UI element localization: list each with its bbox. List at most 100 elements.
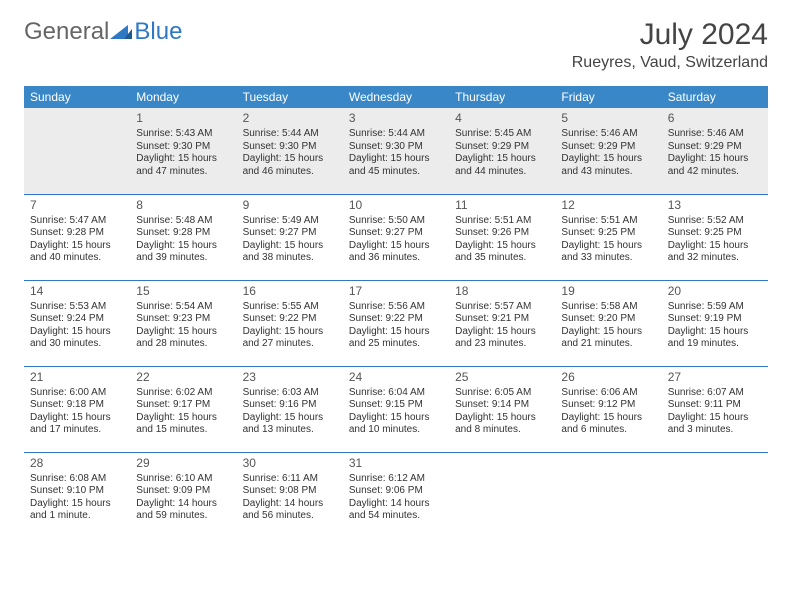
day-number: 18 — [455, 284, 549, 299]
calendar-day-cell: 22Sunrise: 6:02 AMSunset: 9:17 PMDayligh… — [130, 366, 236, 452]
calendar-week-row: 1Sunrise: 5:43 AMSunset: 9:30 PMDaylight… — [24, 108, 768, 194]
sunrise-text: Sunrise: 6:05 AM — [455, 387, 549, 400]
sunset-text: Sunset: 9:08 PM — [243, 485, 337, 498]
month-title: July 2024 — [572, 18, 768, 52]
sunset-text: Sunset: 9:12 PM — [561, 399, 655, 412]
weekday-header: Saturday — [662, 86, 768, 108]
sunset-text: Sunset: 9:20 PM — [561, 313, 655, 326]
daylight-text: Daylight: 15 hours and 25 minutes. — [349, 326, 443, 351]
daylight-text: Daylight: 15 hours and 6 minutes. — [561, 412, 655, 437]
sunset-text: Sunset: 9:24 PM — [30, 313, 124, 326]
daylight-text: Daylight: 15 hours and 15 minutes. — [136, 412, 230, 437]
daylight-text: Daylight: 15 hours and 13 minutes. — [243, 412, 337, 437]
daylight-text: Daylight: 15 hours and 38 minutes. — [243, 240, 337, 265]
sunset-text: Sunset: 9:30 PM — [243, 141, 337, 154]
calendar-day-cell — [449, 452, 555, 538]
sunrise-text: Sunrise: 6:07 AM — [668, 387, 762, 400]
sunset-text: Sunset: 9:17 PM — [136, 399, 230, 412]
day-number: 4 — [455, 111, 549, 126]
day-number: 31 — [349, 456, 443, 471]
calendar-day-cell: 15Sunrise: 5:54 AMSunset: 9:23 PMDayligh… — [130, 280, 236, 366]
daylight-text: Daylight: 15 hours and 42 minutes. — [668, 153, 762, 178]
sunset-text: Sunset: 9:23 PM — [136, 313, 230, 326]
calendar-day-cell: 11Sunrise: 5:51 AMSunset: 9:26 PMDayligh… — [449, 194, 555, 280]
calendar-day-cell: 21Sunrise: 6:00 AMSunset: 9:18 PMDayligh… — [24, 366, 130, 452]
calendar-day-cell: 3Sunrise: 5:44 AMSunset: 9:30 PMDaylight… — [343, 108, 449, 194]
sunrise-text: Sunrise: 6:10 AM — [136, 473, 230, 486]
sunrise-text: Sunrise: 5:51 AM — [561, 215, 655, 228]
day-number: 28 — [30, 456, 124, 471]
sunrise-text: Sunrise: 5:54 AM — [136, 301, 230, 314]
sunrise-text: Sunrise: 6:02 AM — [136, 387, 230, 400]
sunset-text: Sunset: 9:21 PM — [455, 313, 549, 326]
calendar-day-cell: 18Sunrise: 5:57 AMSunset: 9:21 PMDayligh… — [449, 280, 555, 366]
sunrise-text: Sunrise: 5:46 AM — [668, 128, 762, 141]
sunset-text: Sunset: 9:28 PM — [30, 227, 124, 240]
weekday-header: Thursday — [449, 86, 555, 108]
day-number: 30 — [243, 456, 337, 471]
weekday-header: Tuesday — [237, 86, 343, 108]
day-number: 26 — [561, 370, 655, 385]
sunset-text: Sunset: 9:26 PM — [455, 227, 549, 240]
sunset-text: Sunset: 9:28 PM — [136, 227, 230, 240]
day-number: 14 — [30, 284, 124, 299]
day-number: 29 — [136, 456, 230, 471]
calendar-day-cell: 9Sunrise: 5:49 AMSunset: 9:27 PMDaylight… — [237, 194, 343, 280]
daylight-text: Daylight: 15 hours and 36 minutes. — [349, 240, 443, 265]
sunset-text: Sunset: 9:22 PM — [349, 313, 443, 326]
sunset-text: Sunset: 9:29 PM — [455, 141, 549, 154]
sunset-text: Sunset: 9:22 PM — [243, 313, 337, 326]
sunrise-text: Sunrise: 5:55 AM — [243, 301, 337, 314]
weekday-header: Monday — [130, 86, 236, 108]
day-number: 6 — [668, 111, 762, 126]
day-number: 17 — [349, 284, 443, 299]
day-number: 27 — [668, 370, 762, 385]
day-number: 10 — [349, 198, 443, 213]
day-number: 2 — [243, 111, 337, 126]
daylight-text: Daylight: 15 hours and 3 minutes. — [668, 412, 762, 437]
sunrise-text: Sunrise: 5:45 AM — [455, 128, 549, 141]
sunrise-text: Sunrise: 6:03 AM — [243, 387, 337, 400]
calendar-week-row: 14Sunrise: 5:53 AMSunset: 9:24 PMDayligh… — [24, 280, 768, 366]
sunset-text: Sunset: 9:27 PM — [349, 227, 443, 240]
sunset-text: Sunset: 9:30 PM — [349, 141, 443, 154]
logo-text-general: General — [24, 18, 109, 46]
calendar-day-cell: 1Sunrise: 5:43 AMSunset: 9:30 PMDaylight… — [130, 108, 236, 194]
sunrise-text: Sunrise: 5:56 AM — [349, 301, 443, 314]
sunrise-text: Sunrise: 6:12 AM — [349, 473, 443, 486]
day-number: 5 — [561, 111, 655, 126]
calendar-day-cell: 28Sunrise: 6:08 AMSunset: 9:10 PMDayligh… — [24, 452, 130, 538]
daylight-text: Daylight: 15 hours and 10 minutes. — [349, 412, 443, 437]
daylight-text: Daylight: 15 hours and 30 minutes. — [30, 326, 124, 351]
calendar-day-cell: 7Sunrise: 5:47 AMSunset: 9:28 PMDaylight… — [24, 194, 130, 280]
calendar-table: Sunday Monday Tuesday Wednesday Thursday… — [24, 86, 768, 538]
location-text: Rueyres, Vaud, Switzerland — [572, 54, 768, 72]
calendar-day-cell: 24Sunrise: 6:04 AMSunset: 9:15 PMDayligh… — [343, 366, 449, 452]
calendar-body: 1Sunrise: 5:43 AMSunset: 9:30 PMDaylight… — [24, 108, 768, 538]
daylight-text: Daylight: 15 hours and 45 minutes. — [349, 153, 443, 178]
weekday-header: Sunday — [24, 86, 130, 108]
calendar-day-cell — [555, 452, 661, 538]
sunrise-text: Sunrise: 5:49 AM — [243, 215, 337, 228]
sunset-text: Sunset: 9:25 PM — [561, 227, 655, 240]
daylight-text: Daylight: 14 hours and 54 minutes. — [349, 498, 443, 523]
logo-triangle-icon — [110, 18, 132, 46]
sunset-text: Sunset: 9:29 PM — [561, 141, 655, 154]
sunset-text: Sunset: 9:09 PM — [136, 485, 230, 498]
sunrise-text: Sunrise: 5:44 AM — [349, 128, 443, 141]
day-number: 24 — [349, 370, 443, 385]
daylight-text: Daylight: 15 hours and 19 minutes. — [668, 326, 762, 351]
calendar-week-row: 28Sunrise: 6:08 AMSunset: 9:10 PMDayligh… — [24, 452, 768, 538]
day-number: 19 — [561, 284, 655, 299]
calendar-day-cell: 20Sunrise: 5:59 AMSunset: 9:19 PMDayligh… — [662, 280, 768, 366]
calendar-day-cell: 5Sunrise: 5:46 AMSunset: 9:29 PMDaylight… — [555, 108, 661, 194]
sunrise-text: Sunrise: 6:08 AM — [30, 473, 124, 486]
daylight-text: Daylight: 15 hours and 28 minutes. — [136, 326, 230, 351]
sunset-text: Sunset: 9:11 PM — [668, 399, 762, 412]
calendar-day-cell: 4Sunrise: 5:45 AMSunset: 9:29 PMDaylight… — [449, 108, 555, 194]
sunset-text: Sunset: 9:16 PM — [243, 399, 337, 412]
weekday-header-row: Sunday Monday Tuesday Wednesday Thursday… — [24, 86, 768, 108]
sunset-text: Sunset: 9:14 PM — [455, 399, 549, 412]
calendar-day-cell — [662, 452, 768, 538]
calendar-day-cell: 27 Sunrise: 6:07 AMSunset: 9:11 PMDayligh… — [662, 366, 768, 452]
